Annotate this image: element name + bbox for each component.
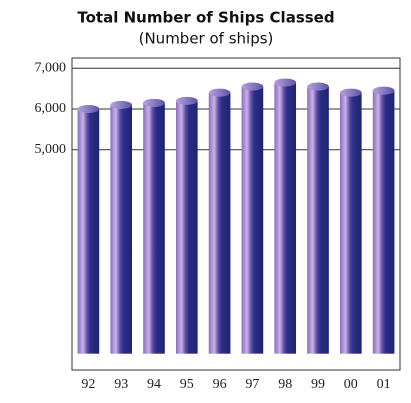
bar-cap xyxy=(241,82,264,91)
bar-cap xyxy=(339,88,362,97)
y-tick-label: 5,000 xyxy=(35,142,67,157)
bar xyxy=(307,86,329,354)
x-tick-label: 95 xyxy=(180,377,194,392)
plot-frame xyxy=(71,57,401,371)
bar-cap xyxy=(110,100,133,109)
y-tick-label: 6,000 xyxy=(35,101,67,116)
chart-subtitle: (Number of ships) xyxy=(139,30,274,48)
bar-cap xyxy=(208,88,231,97)
bar-cap xyxy=(372,86,395,95)
x-tick-label: 00 xyxy=(344,377,358,392)
bar xyxy=(339,92,362,354)
bar xyxy=(77,108,100,354)
x-tick-label: 98 xyxy=(278,377,292,392)
bar-cap xyxy=(143,98,165,107)
x-tick-label: 94 xyxy=(147,377,161,392)
bar xyxy=(143,102,165,354)
x-tick-label: 01 xyxy=(377,377,391,392)
bar-cap xyxy=(274,78,297,87)
chart-title: Total Number of Ships Classed xyxy=(77,9,334,27)
y-tick-label: 7,000 xyxy=(35,60,67,75)
bar-cap xyxy=(307,82,329,91)
x-tick-label: 93 xyxy=(114,377,128,392)
bar xyxy=(274,82,297,354)
bar xyxy=(208,92,231,354)
x-tick-label: 97 xyxy=(245,377,259,392)
bar xyxy=(110,104,133,354)
bar-cap xyxy=(175,96,198,105)
bar-cap xyxy=(77,104,100,113)
bar xyxy=(241,86,264,354)
x-tick-label: 99 xyxy=(311,377,325,392)
x-tick-label: 92 xyxy=(81,377,95,392)
bar xyxy=(175,100,198,354)
x-tick-label: 96 xyxy=(213,377,227,392)
bar xyxy=(372,90,395,354)
